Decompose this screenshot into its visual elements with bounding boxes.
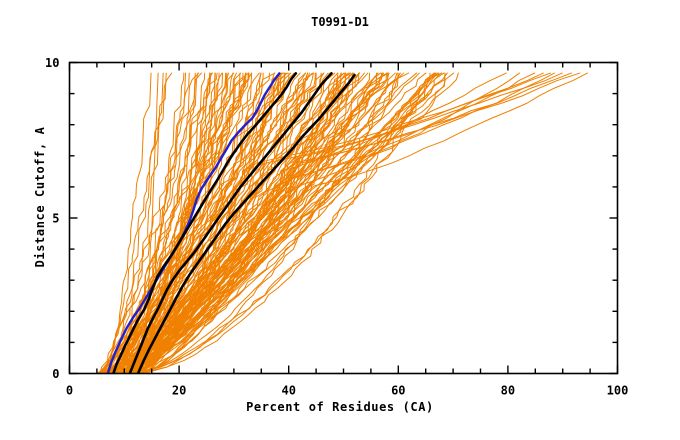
axes-layer xyxy=(68,61,619,375)
series-black-model-2 xyxy=(128,72,333,374)
y-tick-label: 10 xyxy=(45,56,59,70)
series-black-model-1 xyxy=(112,72,298,374)
x-tick-label: 20 xyxy=(172,384,186,398)
x-axis-label: Percent of Residues (CA) xyxy=(246,400,434,414)
highlight-curves xyxy=(106,72,356,374)
y-axis-label: Distance Cutoff, A xyxy=(33,126,47,268)
x-tick-label: 0 xyxy=(66,384,73,398)
background-curves xyxy=(96,72,588,374)
y-tick-label: 5 xyxy=(52,212,59,226)
series-blue-reference xyxy=(106,72,281,374)
x-tick-label: 60 xyxy=(391,384,405,398)
tick-labels-layer: 0 20 40 60 80 100 0 5 10 xyxy=(45,56,628,398)
y-tick-label: 0 xyxy=(52,367,59,381)
x-tick-label: 40 xyxy=(281,384,295,398)
x-tick-label: 80 xyxy=(501,384,515,398)
series-black-model-3 xyxy=(136,73,356,374)
x-tick-label: 100 xyxy=(607,384,629,398)
page-title: T0991-D1 xyxy=(311,15,369,29)
curves-layer xyxy=(96,72,588,374)
